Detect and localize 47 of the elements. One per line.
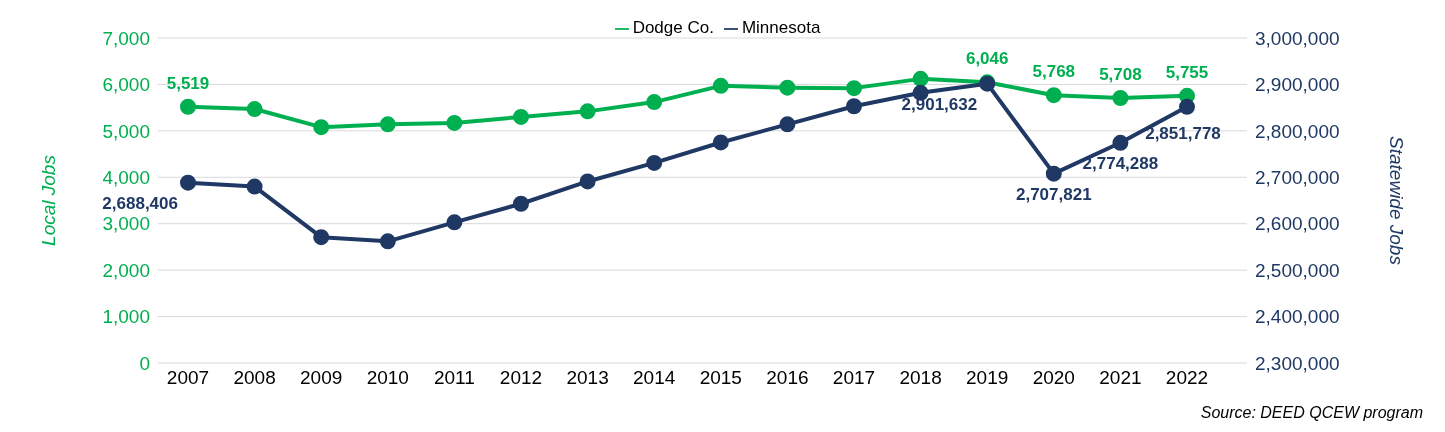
data-label: 5,708 bbox=[1099, 64, 1142, 84]
x-tick-label: 2020 bbox=[1032, 367, 1075, 389]
y2-tick-label: 2,900,000 bbox=[1255, 74, 1340, 96]
y2-tick-label: 2,600,000 bbox=[1255, 213, 1340, 235]
x-tick-label: 2007 bbox=[166, 367, 210, 389]
data-label: 2,851,778 bbox=[1145, 123, 1221, 143]
y-tick-label: 4,000 bbox=[102, 167, 150, 189]
x-tick-label: 2013 bbox=[566, 367, 609, 389]
source-note: Source: DEED QCEW program bbox=[1200, 404, 1423, 422]
y2-tick-label: 2,700,000 bbox=[1255, 167, 1340, 189]
y-tick-label: 3,000 bbox=[102, 213, 150, 235]
legend-label: Minnesota bbox=[741, 18, 821, 37]
x-tick-label: 2022 bbox=[1165, 367, 1209, 389]
data-label: 2,688,406 bbox=[102, 193, 178, 213]
y-tick-label: 5,000 bbox=[102, 120, 150, 142]
x-tick-label: 2021 bbox=[1099, 367, 1142, 389]
x-tick-label: 2019 bbox=[966, 367, 1009, 389]
data-label: 2,707,821 bbox=[1015, 184, 1092, 204]
x-tick-label: 2011 bbox=[433, 367, 475, 389]
y-tick-label: 6,000 bbox=[102, 74, 150, 96]
x-tick-label: 2015 bbox=[699, 367, 742, 389]
y2-tick-label: 2,800,000 bbox=[1255, 120, 1340, 142]
x-tick-label: 2012 bbox=[499, 367, 543, 389]
x-tick-label: 2008 bbox=[233, 367, 276, 389]
y-tick-label: 0 bbox=[139, 352, 150, 374]
data-label: 6,046 bbox=[965, 49, 1009, 69]
y2-tick-label: 3,000,000 bbox=[1255, 27, 1340, 49]
y2-tick-label: 2,400,000 bbox=[1255, 306, 1340, 328]
x-tick-label: 2009 bbox=[300, 367, 343, 389]
data-label: 5,519 bbox=[166, 73, 210, 93]
x-tick-label: 2017 bbox=[832, 367, 876, 389]
y-tick-label: 7,000 bbox=[102, 27, 150, 49]
x-tick-label: 2014 bbox=[633, 367, 676, 389]
legend-label: Dodge Co. bbox=[632, 18, 714, 37]
data-label: 2,901,632 bbox=[901, 94, 978, 114]
x-tick-label: 2018 bbox=[899, 367, 942, 389]
x-tick-label: 2010 bbox=[366, 367, 409, 389]
y-tick-label: 1,000 bbox=[102, 306, 150, 328]
data-label: 2,774,288 bbox=[1082, 153, 1159, 173]
y2-axis-title: Statewide Jobs bbox=[1386, 136, 1408, 266]
data-label: 5,755 bbox=[1165, 62, 1209, 82]
y-tick-label: 2,000 bbox=[102, 259, 150, 281]
y-axis-title: Local Jobs bbox=[37, 154, 59, 246]
y2-tick-label: 2,500,000 bbox=[1255, 259, 1340, 281]
y2-tick-label: 2,300,000 bbox=[1255, 352, 1340, 374]
x-tick-label: 2016 bbox=[766, 367, 809, 389]
data-label: 5,768 bbox=[1032, 62, 1076, 82]
